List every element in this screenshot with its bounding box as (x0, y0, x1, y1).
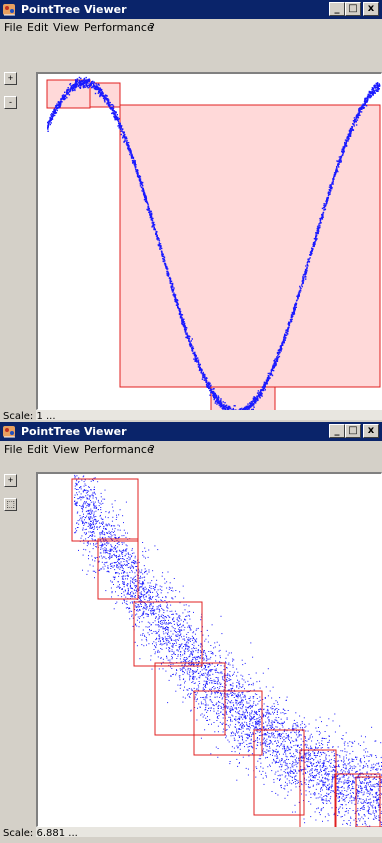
menu-help[interactable]: ? (149, 443, 155, 456)
menu-performance[interactable]: Performance (84, 21, 154, 34)
menu-performance[interactable]: Performance (84, 443, 154, 456)
menu-help[interactable]: ? (149, 21, 155, 34)
tree-node-box (253, 729, 305, 816)
zoom-in-button[interactable]: + (4, 72, 17, 85)
pointtree-window-1: PointTree Viewer _ □ x File Edit View Pe… (0, 0, 382, 422)
menu-view[interactable]: View (53, 443, 80, 456)
menu-edit[interactable]: Edit (27, 443, 49, 456)
point-plot (71, 474, 382, 827)
menu-bar: File Edit View Performance ? (0, 19, 382, 36)
tree-node-boxes (46, 79, 381, 410)
title-bar[interactable]: PointTree Viewer _ □ x (0, 422, 382, 441)
minimize-button[interactable]: _ (329, 2, 345, 16)
pointtree-window-2: PointTree Viewer _ □ x File Edit View Pe… (0, 422, 382, 843)
tree-node-box (334, 773, 381, 827)
menu-edit[interactable]: Edit (27, 21, 49, 34)
tree-node-boxes (71, 478, 382, 827)
maximize-button[interactable]: □ (345, 424, 361, 438)
pointtree-app-icon (3, 4, 15, 16)
window-title: PointTree Viewer (21, 3, 127, 16)
menu-file[interactable]: File (4, 443, 23, 456)
close-button[interactable]: x (363, 424, 379, 438)
menu-file[interactable]: File (4, 21, 23, 34)
minimize-button[interactable]: _ (329, 424, 345, 438)
tree-node-box (299, 749, 337, 827)
point-cloud (47, 76, 381, 410)
tree-node-box (119, 104, 381, 388)
window-title: PointTree Viewer (21, 425, 127, 438)
maximize-button[interactable]: □ (345, 2, 361, 16)
status-scale: Scale: 6.881 ... (3, 828, 78, 839)
point-cloud (74, 474, 382, 827)
status-scale: Scale: 1 ... (3, 411, 56, 422)
pointtree-app-icon (3, 426, 15, 438)
horizontal-scrollbar[interactable] (36, 827, 382, 837)
horizontal-scrollbar[interactable] (36, 410, 382, 420)
tree-node-box (97, 538, 139, 600)
close-button[interactable]: x (363, 2, 379, 16)
select-region-button[interactable]: ⬚ (4, 498, 17, 511)
menu-bar: File Edit View Performance ? (0, 441, 382, 458)
zoom-out-button[interactable]: - (4, 96, 17, 109)
zoom-in-button[interactable]: + (4, 474, 17, 487)
tree-node-box (71, 478, 139, 542)
plot-canvas[interactable] (36, 72, 382, 410)
plot-canvas[interactable] (36, 472, 382, 827)
point-plot (46, 76, 381, 410)
menu-view[interactable]: View (53, 21, 80, 34)
tree-node-box (193, 690, 263, 756)
tree-node-box (154, 662, 226, 736)
tree-node-box (133, 601, 203, 667)
title-bar[interactable]: PointTree Viewer _ □ x (0, 0, 382, 19)
tree-node-box (355, 776, 382, 827)
